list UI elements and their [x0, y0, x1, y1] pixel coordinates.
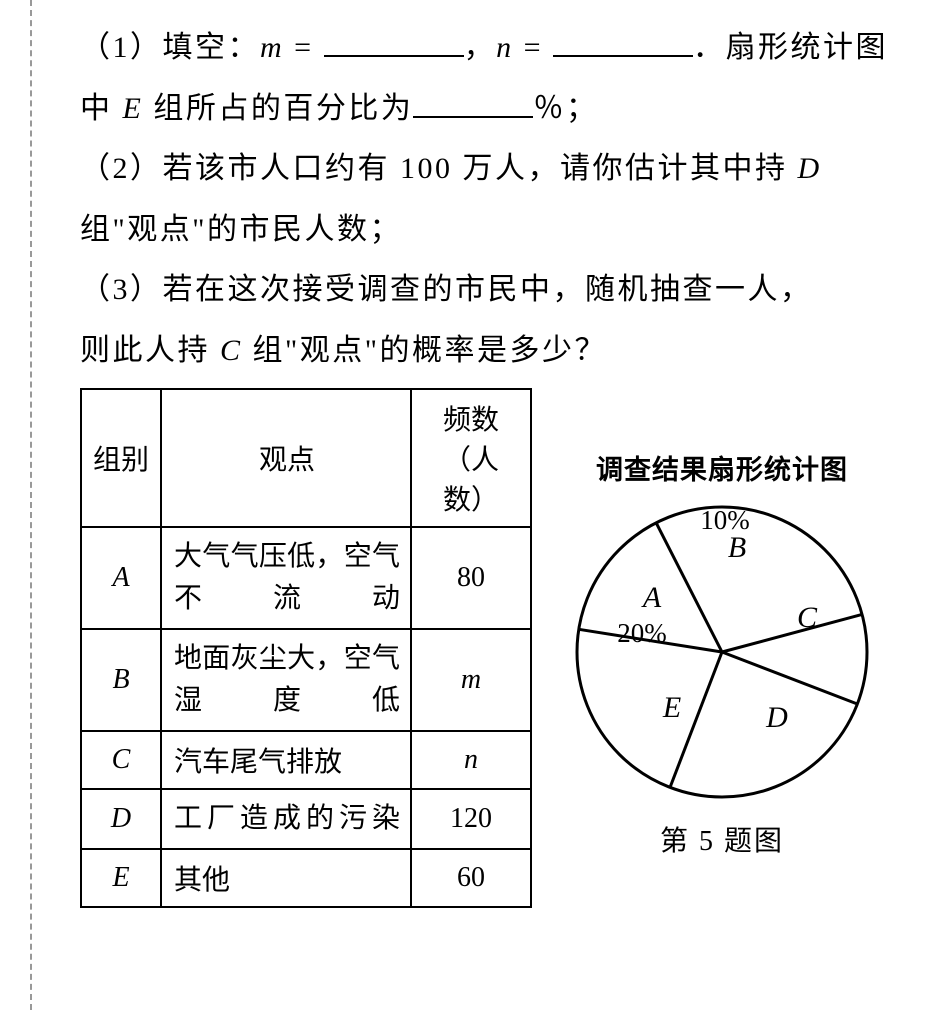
cell-view: 地面灰尘大，空气湿度低 [161, 629, 411, 731]
q3-a: （3）若在这次接受调查的市民中，随机抽查一人， [80, 273, 813, 306]
cell-group: D [81, 789, 161, 849]
table-row: A大气气压低，空气不流动80 [81, 527, 531, 629]
table-chart-row: 组别 观点 频数 （人数） A大气气压低，空气不流动80B地面灰尘大，空气湿度低… [80, 388, 890, 908]
blank-m [324, 21, 464, 57]
cell-group: B [81, 629, 161, 731]
chart-caption: 第 5 题图 [567, 819, 877, 859]
cell-freq: n [411, 731, 531, 789]
cell-group: E [81, 849, 161, 907]
cell-view: 工厂造成的污染 [161, 789, 411, 849]
q1-comma: ， [464, 31, 497, 64]
question-2-line1: （2）若该市人口约有 100 万人，请你估计其中持 D [80, 141, 890, 197]
cell-freq: 120 [411, 789, 531, 849]
q1-eq1: = [284, 31, 323, 64]
th-freq-2: （人数） [422, 438, 520, 518]
table-row: D工厂造成的污染120 [81, 789, 531, 849]
cell-view: 其他 [161, 849, 411, 907]
th-view: 观点 [161, 389, 411, 527]
q1-l2b: 组所占的百分比为 [143, 92, 413, 125]
q3-c: 组"观点"的概率是多少？ [243, 334, 608, 367]
svg-text:A: A [641, 581, 662, 614]
cell-freq: 80 [411, 527, 531, 629]
th-group: 组别 [81, 389, 161, 527]
question-1-line1: （1）填空：m = ，n = ．扇形统计图 [80, 20, 890, 76]
q1-pct: ％； [533, 92, 598, 125]
svg-text:C: C [797, 601, 818, 634]
blank-pct [413, 82, 533, 118]
question-3-line2: 则此人持 C 组"观点"的概率是多少？ [80, 323, 890, 379]
q1-var-m: m [260, 31, 284, 64]
svg-text:E: E [662, 691, 681, 724]
frequency-table: 组别 观点 频数 （人数） A大气气压低，空气不流动80B地面灰尘大，空气湿度低… [80, 388, 532, 908]
th-freq-1: 频数 [422, 398, 520, 438]
q1-prefix: （1）填空： [80, 31, 260, 64]
svg-text:10%: 10% [700, 505, 750, 535]
q1-eq2: = [514, 31, 553, 64]
q2-a: （2）若该市人口约有 100 万人，请你估计其中持 [80, 152, 798, 185]
cell-freq: m [411, 629, 531, 731]
table-header-row: 组别 观点 频数 （人数） [81, 389, 531, 527]
question-2-line2: 组"观点"的市民人数； [80, 202, 890, 258]
q2-var-d: D [798, 152, 822, 185]
q1-var-n: n [496, 31, 514, 64]
q1-period: ．扇形统计图 [693, 31, 888, 64]
cell-group: C [81, 731, 161, 789]
q1-var-e: E [123, 92, 144, 125]
blank-n [553, 21, 693, 57]
question-3-line1: （3）若在这次接受调查的市民中，随机抽查一人， [80, 262, 890, 318]
q2-b: 组"观点"的市民人数； [80, 213, 402, 246]
svg-text:20%: 20% [617, 618, 667, 648]
table-row: E其他60 [81, 849, 531, 907]
pie-chart-area: 调查结果扇形统计图 B10% C D E A 20% 第 5 题图 [567, 448, 877, 859]
table-row: B地面灰尘大，空气湿度低m [81, 629, 531, 731]
page-dashed-border [30, 0, 32, 1010]
q3-var-c: C [220, 334, 243, 367]
cell-freq: 60 [411, 849, 531, 907]
pie-chart: B10% C D E A 20% [567, 497, 877, 807]
cell-view: 大气气压低，空气不流动 [161, 527, 411, 629]
th-freq: 频数 （人数） [411, 389, 531, 527]
chart-title: 调查结果扇形统计图 [567, 448, 877, 487]
cell-group: A [81, 527, 161, 629]
cell-view: 汽车尾气排放 [161, 731, 411, 789]
q1-l2a: 中 [80, 92, 123, 125]
question-1-line2: 中 E 组所占的百分比为 ％； [80, 81, 890, 137]
svg-text:B: B [728, 531, 746, 564]
svg-text:D: D [765, 701, 788, 734]
q3-b: 则此人持 [80, 334, 220, 367]
table-row: C汽车尾气排放n [81, 731, 531, 789]
